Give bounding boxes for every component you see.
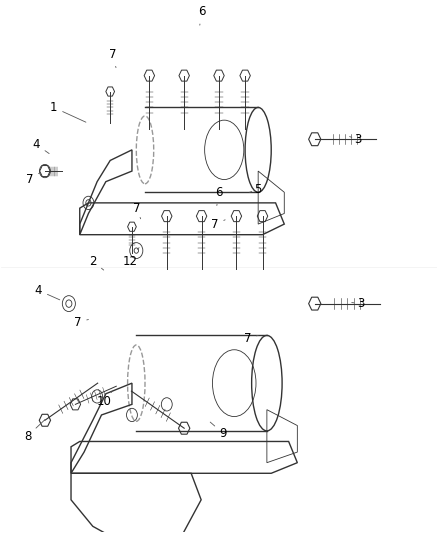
Text: 8: 8 xyxy=(24,419,45,443)
Text: 4: 4 xyxy=(32,138,49,154)
Text: 3: 3 xyxy=(352,297,364,310)
Text: 6: 6 xyxy=(198,5,205,25)
Text: 7: 7 xyxy=(74,316,88,329)
Text: 7: 7 xyxy=(133,201,141,219)
Text: 7: 7 xyxy=(26,173,40,185)
Text: 2: 2 xyxy=(89,255,104,270)
Text: 4: 4 xyxy=(35,284,60,300)
Text: 1: 1 xyxy=(50,101,86,122)
Text: 3: 3 xyxy=(350,133,362,146)
Text: 5: 5 xyxy=(250,183,262,196)
Text: 6: 6 xyxy=(215,186,223,206)
Text: 7: 7 xyxy=(244,332,258,344)
Text: 7: 7 xyxy=(211,217,225,231)
Text: 9: 9 xyxy=(210,422,227,440)
Text: 12: 12 xyxy=(122,248,139,268)
Text: 10: 10 xyxy=(96,391,113,408)
Text: 7: 7 xyxy=(109,48,116,68)
